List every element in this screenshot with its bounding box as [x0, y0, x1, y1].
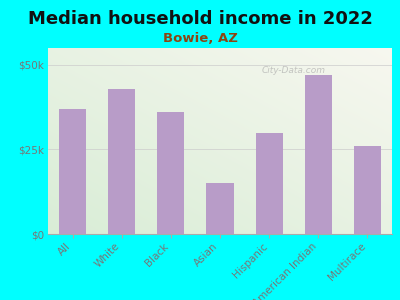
Text: Median household income in 2022: Median household income in 2022	[28, 11, 372, 28]
Bar	[305, 75, 332, 234]
Bar	[256, 133, 283, 234]
Text: City-Data.com: City-Data.com	[261, 66, 325, 75]
Bar	[108, 88, 135, 234]
Bar	[59, 109, 86, 234]
Text: Bowie, AZ: Bowie, AZ	[162, 32, 238, 44]
Bar	[157, 112, 184, 234]
Bar	[206, 183, 234, 234]
Bar	[354, 146, 381, 234]
